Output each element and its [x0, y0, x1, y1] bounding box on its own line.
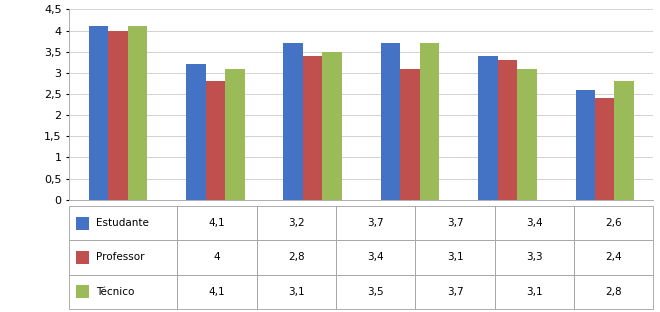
Text: 3,2: 3,2 [288, 218, 305, 228]
Text: 3,1: 3,1 [526, 287, 543, 297]
Text: 3,1: 3,1 [447, 252, 463, 262]
Bar [186, 64, 206, 200]
Text: 4,1: 4,1 [209, 218, 225, 228]
Bar [517, 69, 537, 200]
Text: 2,4: 2,4 [605, 252, 622, 262]
Text: 3,7: 3,7 [368, 218, 384, 228]
Bar [400, 69, 420, 200]
Bar [178, 240, 257, 275]
Bar [381, 43, 400, 200]
Bar [77, 217, 89, 230]
Bar [336, 240, 415, 275]
Bar [88, 26, 108, 200]
Text: 2,6: 2,6 [605, 218, 622, 228]
Bar [225, 69, 244, 200]
Bar [336, 275, 415, 309]
Text: Professor: Professor [96, 252, 145, 262]
Bar [69, 240, 178, 275]
Text: Técnico: Técnico [96, 287, 135, 297]
Bar [576, 90, 595, 200]
Text: 3,7: 3,7 [447, 287, 463, 297]
Bar [69, 206, 178, 240]
Bar [336, 206, 415, 240]
Bar [478, 56, 498, 200]
Bar [178, 206, 257, 240]
Bar [108, 31, 127, 200]
Text: 2,8: 2,8 [288, 252, 305, 262]
Bar [178, 275, 257, 309]
Bar [574, 240, 653, 275]
Text: 4,1: 4,1 [209, 287, 225, 297]
Bar [257, 275, 336, 309]
Bar [77, 285, 89, 298]
Bar [574, 206, 653, 240]
Text: 2,8: 2,8 [605, 287, 622, 297]
Bar [283, 43, 303, 200]
Bar [495, 240, 574, 275]
Bar [257, 206, 336, 240]
Bar [322, 52, 342, 200]
Bar [77, 251, 89, 264]
Bar [415, 240, 495, 275]
Text: 3,3: 3,3 [526, 252, 543, 262]
Text: 3,4: 3,4 [368, 252, 384, 262]
Bar [415, 206, 495, 240]
Text: 3,4: 3,4 [526, 218, 543, 228]
Text: 4: 4 [214, 252, 220, 262]
Bar [574, 275, 653, 309]
Text: 3,1: 3,1 [288, 287, 305, 297]
Text: 3,5: 3,5 [368, 287, 384, 297]
Bar [127, 26, 147, 200]
Bar [257, 240, 336, 275]
Bar [614, 81, 634, 200]
Text: Estudante: Estudante [96, 218, 149, 228]
Bar [495, 275, 574, 309]
Bar [495, 206, 574, 240]
Bar [415, 275, 495, 309]
Text: 3,7: 3,7 [447, 218, 463, 228]
Bar [420, 43, 440, 200]
Bar [69, 275, 178, 309]
Bar [595, 98, 614, 200]
Bar [205, 81, 225, 200]
Bar [498, 60, 517, 200]
Bar [303, 56, 322, 200]
